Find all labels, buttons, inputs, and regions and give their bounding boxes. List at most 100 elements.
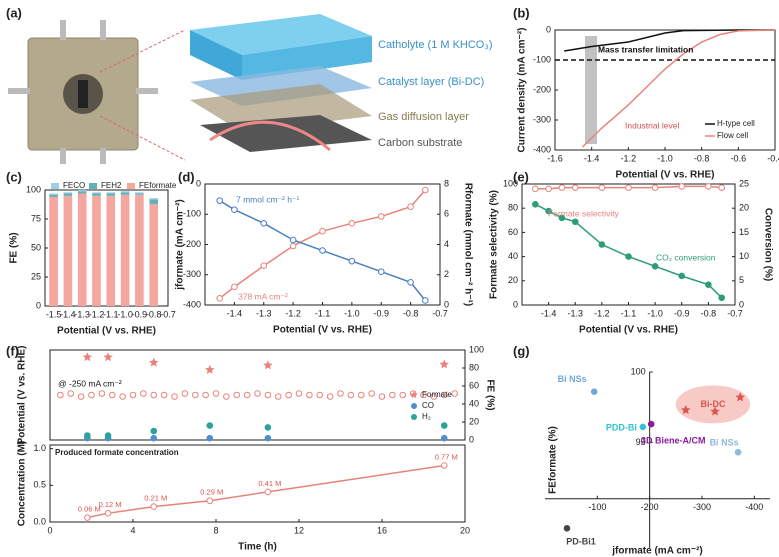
y-tick-label: -100: [533, 54, 551, 64]
legend-label: CO: [422, 401, 434, 410]
bar-segment: [135, 192, 144, 194]
point-marker: [532, 185, 539, 193]
x-axis-label: Potential (V vs. RHE): [616, 170, 715, 181]
value-label: 0.21 M: [144, 494, 167, 503]
y2-tick-label: 15: [739, 227, 749, 237]
point-marker: [598, 184, 606, 191]
star-marker: [82, 352, 93, 362]
legend-swatch: [51, 183, 59, 189]
legend-swatch: [89, 183, 97, 189]
point-marker: [368, 390, 375, 397]
legend-swatch: [127, 183, 135, 189]
panel-label: (b): [513, 5, 530, 20]
point-marker: [84, 432, 91, 439]
series-line: [534, 203, 723, 299]
point-label: Bi NSs: [558, 374, 587, 384]
x-tick-label: -0.7: [160, 309, 176, 319]
x-tick-label: -0.8: [701, 308, 717, 318]
x-tick-label: -1.5: [46, 309, 62, 319]
y-tick-label: 0: [36, 300, 41, 310]
panel-label: (e): [513, 169, 529, 184]
point-marker: [260, 262, 268, 269]
x-tick-label: -1.0: [344, 308, 360, 318]
point-marker: [274, 393, 282, 400]
legend-label: H₂: [422, 412, 431, 421]
plot-frame: [49, 444, 466, 523]
x-tick-label: -0.7: [727, 308, 743, 318]
legend-swatch: [411, 403, 417, 409]
point-marker: [216, 295, 223, 302]
point-marker: [705, 281, 712, 288]
point-marker: [150, 427, 158, 435]
point-marker: [264, 391, 272, 399]
point-marker: [337, 390, 344, 397]
x-tick-label: -1.0: [647, 308, 663, 318]
point-marker: [181, 390, 189, 397]
point-marker: [348, 220, 356, 227]
bar-segment: [77, 193, 87, 306]
series-line: [87, 464, 445, 519]
series-line: [535, 185, 722, 190]
point-marker: [451, 390, 458, 397]
point-marker: [140, 390, 147, 397]
point-marker: [558, 214, 566, 222]
y-tick-label: 1.0: [33, 443, 46, 453]
point-marker: [150, 391, 158, 399]
star-marker: [263, 360, 273, 370]
bar-segment: [120, 194, 130, 306]
y2-tick-label: 10: [739, 251, 749, 261]
bar-segment: [106, 192, 116, 194]
point-marker: [316, 391, 324, 399]
point-marker: [289, 236, 297, 244]
point-marker: [104, 509, 112, 517]
window-slot: [78, 80, 88, 108]
y-axis-label: Formate selectivity (%): [489, 190, 500, 299]
point-marker: [678, 272, 686, 280]
y2-tick-label: 0: [469, 434, 474, 444]
bar-segment: [63, 192, 73, 194]
zoom-line: [99, 115, 186, 161]
x-tick-label: -400: [745, 502, 763, 512]
y2-tick-label: 20: [739, 203, 749, 213]
schematic: Catholyte (1 M KHCO₃) Catalyst layer (Bi…: [8, 14, 493, 164]
annotation: 378 mA cm⁻²: [238, 291, 288, 301]
point-marker: [357, 391, 365, 399]
y2-tick-label: 4: [444, 239, 449, 249]
y-tick-label: 0: [196, 178, 201, 188]
panel-label: (g): [513, 343, 530, 358]
bar-segment: [135, 193, 144, 195]
point-marker: [289, 242, 297, 250]
schematic-label: Gas diffusion layer: [378, 111, 469, 123]
x-tick-label: -1.2: [594, 308, 610, 318]
catholyte-top: [190, 14, 372, 55]
point-marker: [57, 391, 64, 399]
point-marker: [532, 201, 539, 208]
tube: [100, 148, 106, 164]
x-tick-label: -1.3: [567, 308, 583, 318]
y-tick-label: -100: [183, 209, 201, 219]
x-tick-label: -1.1: [621, 308, 637, 318]
x-tick-label: 16: [377, 525, 387, 535]
y-axis-label: FE (%): [9, 232, 20, 263]
star-marker: [439, 359, 449, 369]
point-label: 3D Biene-A/CM: [641, 435, 706, 445]
point-label: PDD-Bi: [606, 422, 637, 432]
annotation: 7 mmol cm⁻² h⁻¹: [236, 194, 299, 204]
point-marker: [104, 432, 112, 439]
schematic-label: Catholyte (1 M KHCO₃): [378, 39, 493, 51]
point-marker: [377, 213, 385, 220]
point-marker: [223, 393, 230, 400]
bar-segment: [149, 199, 158, 204]
y2-tick-label: 60: [469, 380, 479, 390]
bar-segment: [149, 198, 158, 200]
panel-label: (a): [6, 5, 22, 20]
value-label: 0.41 M: [258, 479, 281, 488]
x-tick-label: -1.4: [227, 308, 243, 318]
series-line: [581, 29, 776, 148]
point-marker: [233, 391, 241, 399]
x-tick-label: -0.9: [674, 308, 690, 318]
star-marker: [735, 392, 745, 402]
point-marker: [212, 390, 220, 397]
bar-segment: [92, 193, 101, 196]
y-tick-label: 20: [508, 275, 518, 285]
